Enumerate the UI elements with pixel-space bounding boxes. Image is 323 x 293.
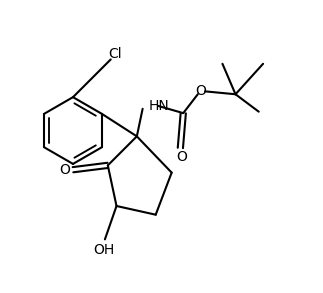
Text: HN: HN [149, 99, 169, 113]
Text: O: O [60, 163, 71, 177]
Text: Cl: Cl [108, 47, 122, 61]
Text: O: O [195, 84, 206, 98]
Text: OH: OH [93, 243, 114, 257]
Text: O: O [176, 150, 187, 164]
